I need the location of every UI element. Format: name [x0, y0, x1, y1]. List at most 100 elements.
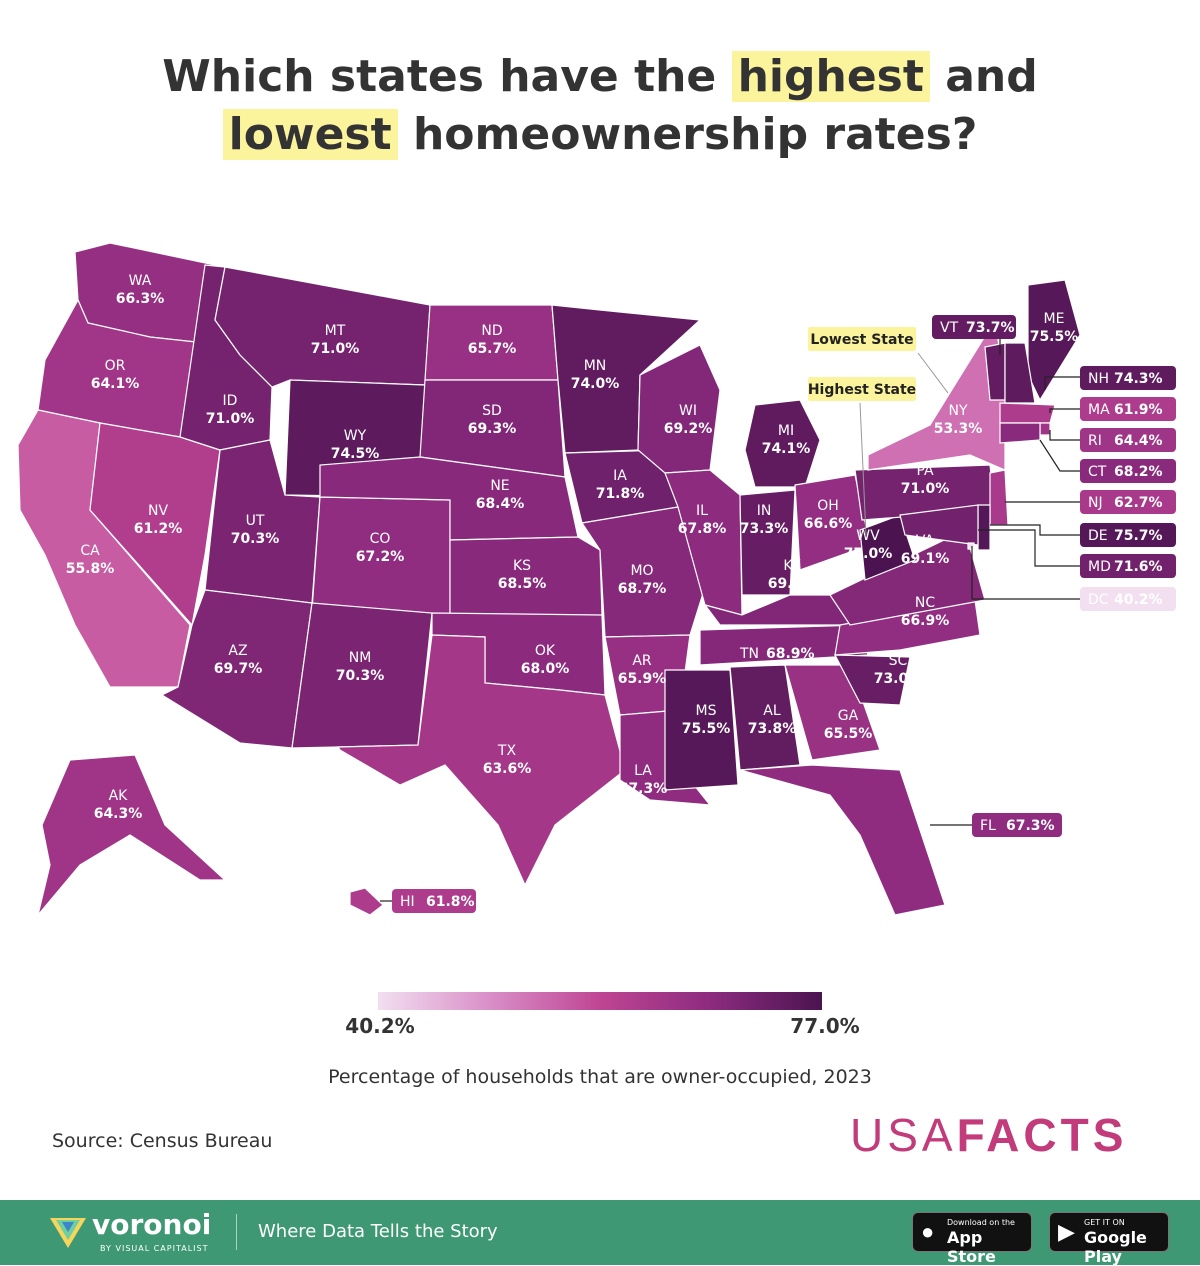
state-tn: [699, 624, 869, 666]
state-value-ny: 53.3%: [934, 421, 983, 437]
legend-max-label: 77.0%: [790, 1014, 860, 1038]
state-code-oh: OH: [817, 498, 839, 514]
state-ne: [319, 456, 579, 541]
state-ri: [1039, 422, 1051, 436]
state-code-sd: SD: [482, 403, 502, 419]
state-code-mi: MI: [778, 423, 794, 439]
state-al: [729, 664, 801, 771]
leader-ct: [1039, 439, 1080, 472]
callout-box-md: [1080, 554, 1176, 578]
callout-box-dc: [1080, 587, 1176, 611]
state-sc: [833, 654, 911, 706]
brand-part-1: USA: [850, 1109, 957, 1161]
title-line-2: lowest homeownership rates?: [0, 106, 1200, 164]
state-code-la: LA: [634, 763, 652, 779]
callout-box-nj: [1080, 490, 1176, 514]
state-code-sc: SC: [889, 653, 908, 669]
state-value-hi: 61.8%: [426, 894, 475, 910]
state-code-ct: CT: [1088, 464, 1107, 480]
state-code-dc: DC: [1088, 592, 1109, 608]
state-code-ut: UT: [246, 513, 265, 529]
state-value-md: 71.6%: [1114, 559, 1163, 575]
usafacts-logo: USAFACTS: [850, 1108, 1127, 1162]
leader-nh: [1044, 376, 1080, 390]
state-code-ca: CA: [80, 543, 100, 559]
annotation-highest: Highest State: [808, 377, 916, 536]
state-value-tn: 68.9%: [766, 646, 815, 662]
callout-box-ma: [1080, 397, 1176, 421]
state-code-tx: TX: [497, 743, 517, 759]
state-code-nc: NC: [915, 595, 935, 611]
state-code-ga: GA: [838, 708, 859, 724]
state-ks: [449, 536, 603, 618]
state-code-mt: MT: [325, 323, 346, 339]
state-value-mt: 71.0%: [311, 341, 360, 357]
state-value-ks: 68.5%: [498, 576, 547, 592]
state-code-pa: PA: [916, 463, 934, 479]
state-value-oh: 66.6%: [804, 516, 853, 532]
state-code-vt: VT: [940, 320, 959, 336]
state-code-nv: NV: [148, 503, 168, 519]
chart-title: Which states have the highest and lowest…: [0, 48, 1200, 164]
state-value-nh: 74.3%: [1114, 371, 1163, 387]
title-text-1: Which states have the: [162, 51, 717, 102]
state-ma: [999, 402, 1056, 424]
state-code-co: CO: [370, 531, 391, 547]
google-play-icon: ▶: [1058, 1219, 1075, 1244]
state-de: [977, 504, 991, 551]
state-value-pa: 71.0%: [901, 481, 950, 497]
state-code-in: IN: [757, 503, 772, 519]
state-value-ma: 61.9%: [1114, 402, 1163, 418]
state-code-il: IL: [696, 503, 708, 519]
state-code-nm: NM: [349, 650, 372, 666]
state-value-ca: 55.8%: [66, 561, 115, 577]
state-value-mn: 74.0%: [571, 376, 620, 392]
state-value-ky: 69.4%: [768, 576, 817, 592]
state-value-nv: 61.2%: [134, 521, 183, 537]
state-code-ny: NY: [948, 403, 967, 419]
state-value-nj: 62.7%: [1114, 495, 1163, 511]
legend-caption: Percentage of households that are owner-…: [328, 1066, 872, 1088]
state-value-ut: 70.3%: [231, 531, 280, 547]
state-value-or: 64.1%: [91, 376, 140, 392]
title-line-1: Which states have the highest and: [0, 48, 1200, 106]
state-value-id: 71.0%: [206, 411, 255, 427]
state-code-ak: AK: [109, 788, 129, 804]
state-value-vt: 73.7%: [966, 320, 1015, 336]
state-code-hi: HI: [400, 894, 415, 910]
state-code-ma: MA: [1088, 402, 1110, 418]
state-hi: [349, 887, 384, 916]
title-text-2: and: [945, 51, 1038, 102]
app-store-button[interactable]: ● Download on the App Store: [912, 1212, 1032, 1266]
state-value-ia: 71.8%: [596, 486, 645, 502]
state-value-fl: 67.3%: [1006, 818, 1055, 834]
leader-de: [990, 524, 1080, 536]
state-dc: [967, 542, 975, 550]
brand-part-2: FACTS: [956, 1109, 1128, 1161]
title-highlight-lowest: lowest: [222, 109, 398, 160]
state-value-ms: 75.5%: [682, 721, 731, 737]
state-fl: [739, 764, 946, 916]
state-value-sd: 69.3%: [468, 421, 517, 437]
state-md: [899, 504, 979, 546]
annotation-highest-text: Highest State: [808, 382, 916, 398]
state-value-ne: 68.4%: [476, 496, 525, 512]
legend-min-label: 40.2%: [345, 1014, 415, 1038]
callout-box-fl: [972, 813, 1062, 837]
app-store-big-text: App Store: [947, 1228, 996, 1266]
state-value-al: 73.8%: [748, 721, 797, 737]
state-code-ms: MS: [696, 703, 717, 719]
state-value-va: 69.1%: [901, 551, 950, 567]
apple-icon: ●: [921, 1219, 935, 1244]
leader-dc: [971, 546, 1080, 600]
google-play-button[interactable]: ▶ GET IT ON Google Play: [1049, 1212, 1169, 1266]
state-value-ct: 68.2%: [1114, 464, 1163, 480]
state-code-wa: WA: [129, 273, 152, 289]
callout-box-de: [1080, 523, 1176, 547]
state-code-wi: WI: [679, 403, 697, 419]
callout-box-hi: [392, 889, 476, 913]
state-value-az: 69.7%: [214, 661, 263, 677]
voronoi-logo-name: voronoi: [92, 1208, 212, 1241]
voronoi-logo-icon: [50, 1218, 86, 1248]
state-labels: WA 66.3% OR 64.1% CA 55.8% NV 61.2% ID 71.0% MT 71.…: [66, 273, 1176, 913]
